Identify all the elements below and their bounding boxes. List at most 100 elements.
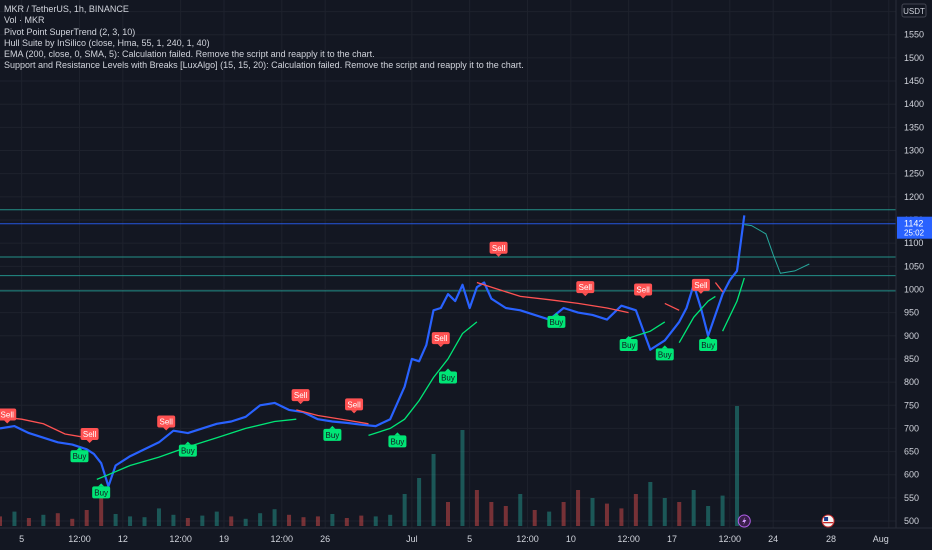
price-line bbox=[0, 215, 746, 488]
price-tick-label: 1250 bbox=[904, 169, 924, 179]
volume-bar bbox=[417, 478, 422, 526]
volume-bar bbox=[489, 502, 494, 526]
price-tick-label: 1550 bbox=[904, 30, 924, 40]
volume-bar bbox=[12, 511, 17, 526]
price-tick-label: 600 bbox=[904, 470, 919, 480]
price-axis[interactable] bbox=[896, 0, 932, 550]
volume-bar bbox=[41, 514, 46, 526]
signal-sell-pointer bbox=[640, 295, 647, 299]
time-axis[interactable] bbox=[0, 528, 932, 550]
price-tick-label: 1350 bbox=[904, 122, 924, 132]
volume-bar bbox=[55, 513, 60, 526]
signal-sell-label bbox=[80, 427, 99, 440]
signal-text: Sell bbox=[492, 244, 506, 253]
price-tick-label: 750 bbox=[904, 400, 919, 410]
volume-bar bbox=[128, 516, 133, 526]
volume-bar bbox=[315, 516, 320, 526]
signal-text: Buy bbox=[701, 341, 715, 350]
indicator-support-resistance[interactable]: Support and Resistance Levels with Break… bbox=[4, 60, 524, 71]
volume-bar bbox=[344, 518, 349, 526]
signal-sell-label bbox=[157, 415, 176, 428]
time-tick-label: 26 bbox=[320, 534, 330, 544]
volume-bar bbox=[258, 513, 263, 526]
signal-text: Sell bbox=[434, 334, 448, 343]
volume-bar bbox=[619, 508, 624, 526]
indicator-pivot-supertrend[interactable]: Pivot Point SuperTrend (2, 3, 10) bbox=[4, 26, 136, 37]
price-tick-label: 900 bbox=[904, 331, 919, 341]
signal-sell-label bbox=[576, 281, 595, 294]
price-tick-label: 1200 bbox=[904, 192, 924, 202]
volume-bar bbox=[460, 430, 465, 526]
volume-bar bbox=[691, 490, 696, 526]
signal-text: Sell bbox=[83, 430, 97, 439]
time-tick-label: 5 bbox=[467, 534, 472, 544]
signal-buy-pointer bbox=[625, 336, 632, 340]
indicator-volume[interactable]: Vol · MKR bbox=[4, 15, 45, 26]
currency-label: USDT bbox=[903, 7, 925, 16]
volume-bar bbox=[229, 516, 234, 526]
us-flag-stripe bbox=[823, 522, 834, 524]
volume-bar bbox=[706, 506, 711, 526]
signal-sell-pointer bbox=[495, 253, 502, 257]
volume-bar bbox=[503, 506, 508, 526]
supertrend-up-segment bbox=[722, 277, 745, 332]
signal-sell-pointer bbox=[163, 427, 170, 431]
volume-bar bbox=[532, 510, 537, 526]
price-tick-label: 850 bbox=[904, 354, 919, 364]
volume-bar bbox=[142, 517, 147, 526]
signal-text: Buy bbox=[441, 373, 455, 382]
price-tick-label: 650 bbox=[904, 447, 919, 457]
volume-bar bbox=[99, 498, 104, 526]
volume-bar bbox=[720, 495, 725, 526]
volume-bar bbox=[113, 514, 118, 526]
signal-buy-label bbox=[547, 315, 566, 328]
price-tick-label: 1450 bbox=[904, 76, 924, 86]
time-tick-label: 19 bbox=[219, 534, 229, 544]
signal-sell-label bbox=[431, 332, 450, 345]
time-tick-label: 10 bbox=[566, 534, 576, 544]
signal-buy-label bbox=[699, 339, 718, 352]
volume-bar bbox=[287, 514, 292, 526]
volume-bar bbox=[156, 508, 161, 526]
volume-bar bbox=[70, 518, 75, 526]
signal-buy-label bbox=[178, 444, 197, 457]
last-price-label: 1142 bbox=[904, 219, 923, 229]
signal-text: Buy bbox=[622, 341, 636, 350]
lightning-glyph bbox=[742, 517, 747, 525]
price-tick-label: 1500 bbox=[904, 53, 924, 63]
signal-buy-label bbox=[92, 486, 111, 499]
chart-legend: MKR / TetherUS, 1h, BINANCE Vol · MKR Pi… bbox=[4, 4, 524, 72]
volume-bar bbox=[446, 502, 450, 526]
signal-buy-pointer bbox=[661, 345, 668, 349]
volume-bar bbox=[0, 516, 2, 526]
volume-bar bbox=[474, 490, 479, 526]
signal-sell-pointer bbox=[582, 293, 589, 297]
signal-sell-pointer bbox=[697, 290, 704, 294]
signal-text: Buy bbox=[73, 452, 87, 461]
signal-text: Buy bbox=[94, 488, 108, 497]
supertrend-down-segment bbox=[296, 409, 369, 425]
volume-bar bbox=[547, 511, 552, 526]
signal-buy-label bbox=[655, 348, 674, 361]
price-tick-label: 1100 bbox=[904, 238, 923, 248]
signal-text: Sell bbox=[160, 417, 174, 426]
time-tick-label: 12:00 bbox=[169, 534, 192, 544]
signal-text: Sell bbox=[347, 400, 361, 409]
indicator-hull-suite[interactable]: Hull Suite by InSilico (close, Hma, 55, … bbox=[4, 37, 210, 48]
volume-bar bbox=[648, 482, 653, 526]
price-tick-label: 950 bbox=[904, 308, 919, 318]
signal-buy-label bbox=[388, 435, 407, 448]
time-tick-label: Aug bbox=[873, 534, 889, 544]
symbol-title[interactable]: MKR / TetherUS, 1h, BINANCE bbox=[4, 4, 129, 14]
indicator-ema[interactable]: EMA (200, close, 0, SMA, 5): Calculation… bbox=[4, 49, 375, 60]
volume-bar bbox=[677, 502, 682, 526]
signal-buy-label bbox=[70, 450, 89, 463]
volume-bar bbox=[330, 514, 335, 526]
signal-buy-pointer bbox=[553, 312, 560, 316]
price-tick-label: 500 bbox=[904, 516, 919, 526]
signal-text: Sell bbox=[636, 285, 650, 294]
volume-bar bbox=[373, 516, 378, 526]
currency-badge[interactable] bbox=[901, 3, 927, 18]
